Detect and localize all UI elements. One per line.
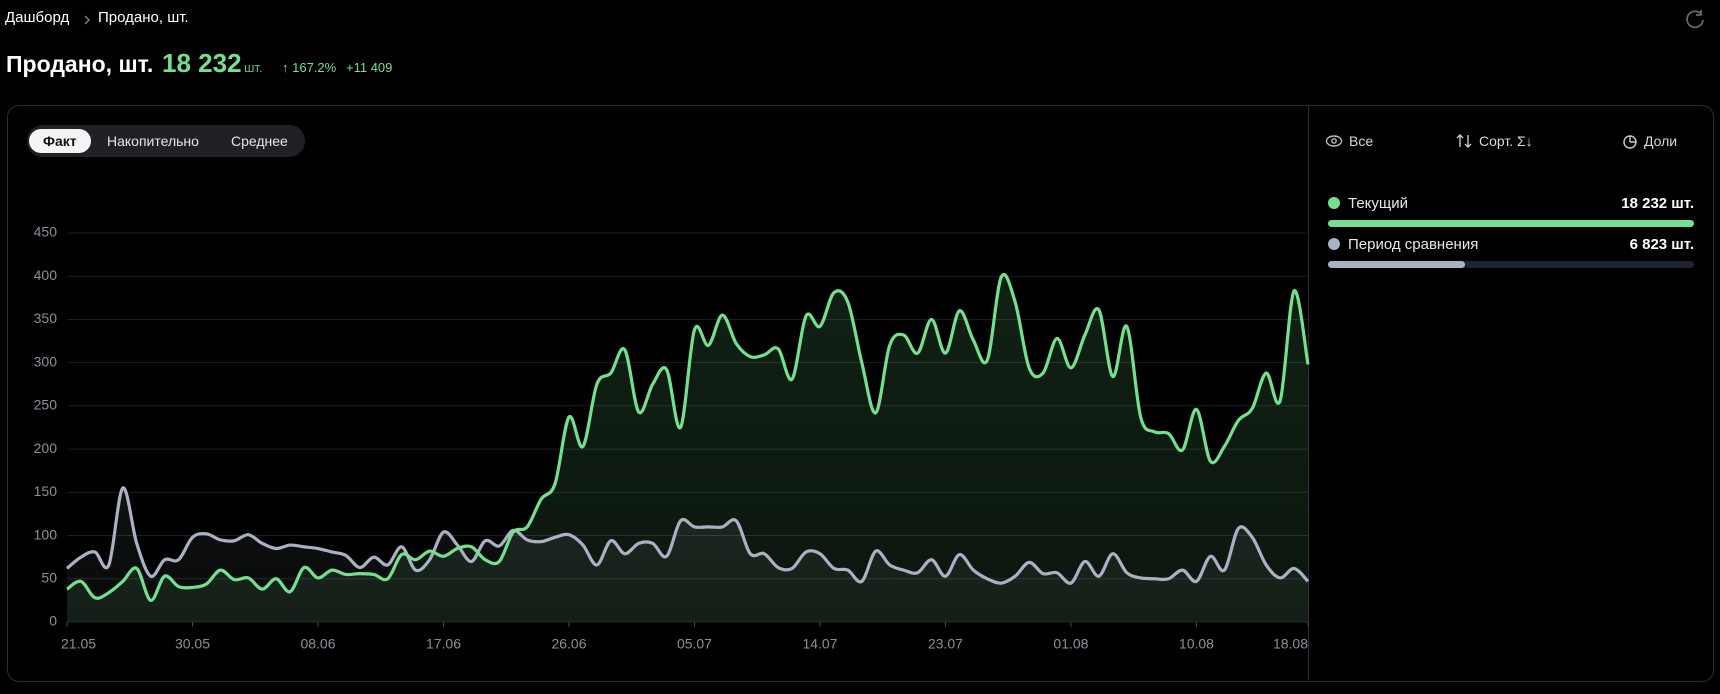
legend-value: 18 232 шт.: [1621, 195, 1694, 212]
x-tick-label: 23.07: [928, 636, 963, 652]
tool-label: Сорт. Σ↓: [1479, 133, 1533, 149]
tool-button[interactable]: Доли: [1622, 133, 1677, 149]
y-tick-label: 0: [49, 613, 57, 629]
y-tick-label: 250: [34, 397, 58, 413]
tab[interactable]: Накопительно: [107, 133, 199, 149]
y-tick-label: 400: [34, 267, 58, 283]
sort-icon: [1456, 134, 1472, 148]
legend-value: 6 823 шт.: [1629, 236, 1694, 253]
x-tick-label: 08.06: [300, 636, 335, 652]
divider: [1308, 106, 1309, 680]
chevron-icon: [84, 15, 90, 25]
eye-icon: [1325, 135, 1343, 147]
change-diff: +11 409: [346, 60, 393, 75]
tool-button[interactable]: Все: [1325, 133, 1373, 149]
x-tick-label: 30.05: [175, 636, 210, 652]
x-tick-label: 26.06: [551, 636, 586, 652]
chart-panel: [7, 105, 1714, 682]
breadcrumb-item[interactable]: Дашборд: [5, 9, 70, 26]
refresh-icon[interactable]: [1684, 8, 1706, 30]
x-tick-label: 21.05: [61, 636, 96, 652]
x-tick-label: 10.08: [1179, 636, 1214, 652]
legend-bar: [1328, 261, 1465, 268]
y-tick-label: 50: [41, 569, 57, 585]
x-tick-label: 17.06: [426, 636, 461, 652]
tab[interactable]: Среднее: [231, 133, 288, 149]
y-tick-label: 300: [34, 353, 58, 369]
tool-label: Доли: [1644, 133, 1678, 149]
x-tick-label: 01.08: [1053, 636, 1088, 652]
page-title: Продано, шт.: [6, 51, 154, 77]
breadcrumb-item: Продано, шт.: [98, 9, 189, 26]
legend-name[interactable]: Текущий: [1348, 195, 1408, 212]
x-tick-label: 14.07: [802, 636, 837, 652]
y-tick-label: 200: [34, 440, 58, 456]
line: [65, 486, 1310, 585]
y-tick-label: 450: [34, 224, 58, 240]
y-tick-label: 100: [34, 526, 58, 542]
legend-track: [1328, 261, 1694, 268]
tool-label: Все: [1349, 133, 1374, 149]
line: [66, 273, 1310, 602]
legend-bar: [1328, 220, 1694, 227]
legend-name[interactable]: Период сравнения: [1348, 236, 1479, 253]
area: [67, 274, 1308, 622]
area: [67, 487, 1308, 622]
pie-icon: [1623, 135, 1637, 149]
change-percent: ↑ 167.2%: [282, 60, 337, 75]
legend-dot: [1328, 238, 1340, 250]
tool-button[interactable]: Сорт. Σ↓: [1455, 133, 1533, 149]
y-tick-label: 350: [34, 310, 58, 326]
total-value: 18 232: [162, 48, 242, 78]
total-unit: шт.: [244, 60, 263, 75]
x-tick-label: 18.08: [1273, 636, 1308, 652]
x-tick-label: 05.07: [677, 636, 712, 652]
tab[interactable]: Факт: [29, 129, 91, 153]
y-tick-label: 150: [34, 483, 58, 499]
legend-dot: [1328, 197, 1340, 209]
